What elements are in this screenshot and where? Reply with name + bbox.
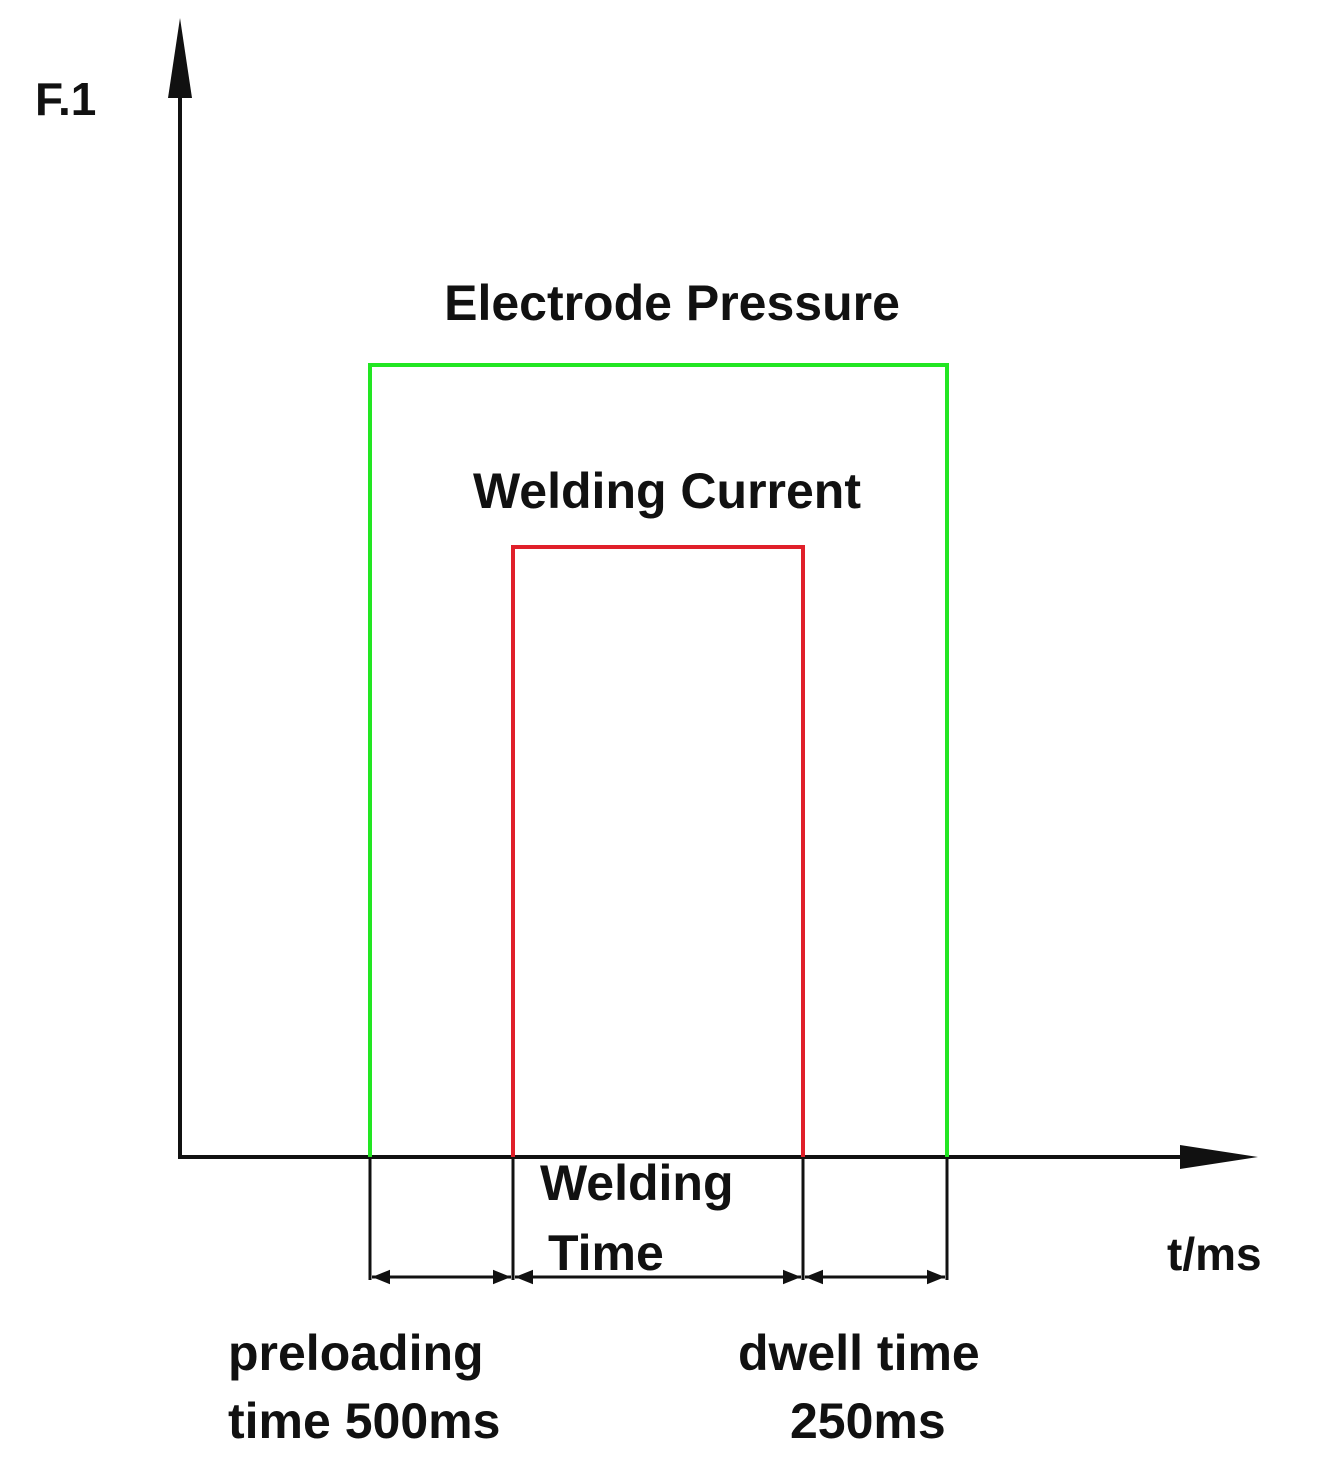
dwell-label: dwell time bbox=[738, 1325, 980, 1381]
preloading-label: time 500ms bbox=[228, 1393, 500, 1449]
current-pulse bbox=[511, 545, 805, 1157]
dwell-label: 250ms bbox=[790, 1393, 946, 1449]
pressure-pulse bbox=[368, 363, 949, 1157]
preloading-label: preloading bbox=[228, 1325, 484, 1381]
welding-time-label: Welding bbox=[540, 1155, 734, 1211]
current-label: Welding Current bbox=[473, 463, 861, 519]
welding-time-label: Time bbox=[548, 1225, 664, 1281]
dimension-lines bbox=[368, 1157, 949, 1285]
y-axis-arrow bbox=[168, 18, 192, 98]
pressure-label: Electrode Pressure bbox=[444, 275, 900, 331]
y-axis-label: F.1 bbox=[35, 73, 96, 125]
x-axis-label: t/ms bbox=[1167, 1228, 1262, 1280]
x-axis-arrow bbox=[1180, 1145, 1258, 1169]
